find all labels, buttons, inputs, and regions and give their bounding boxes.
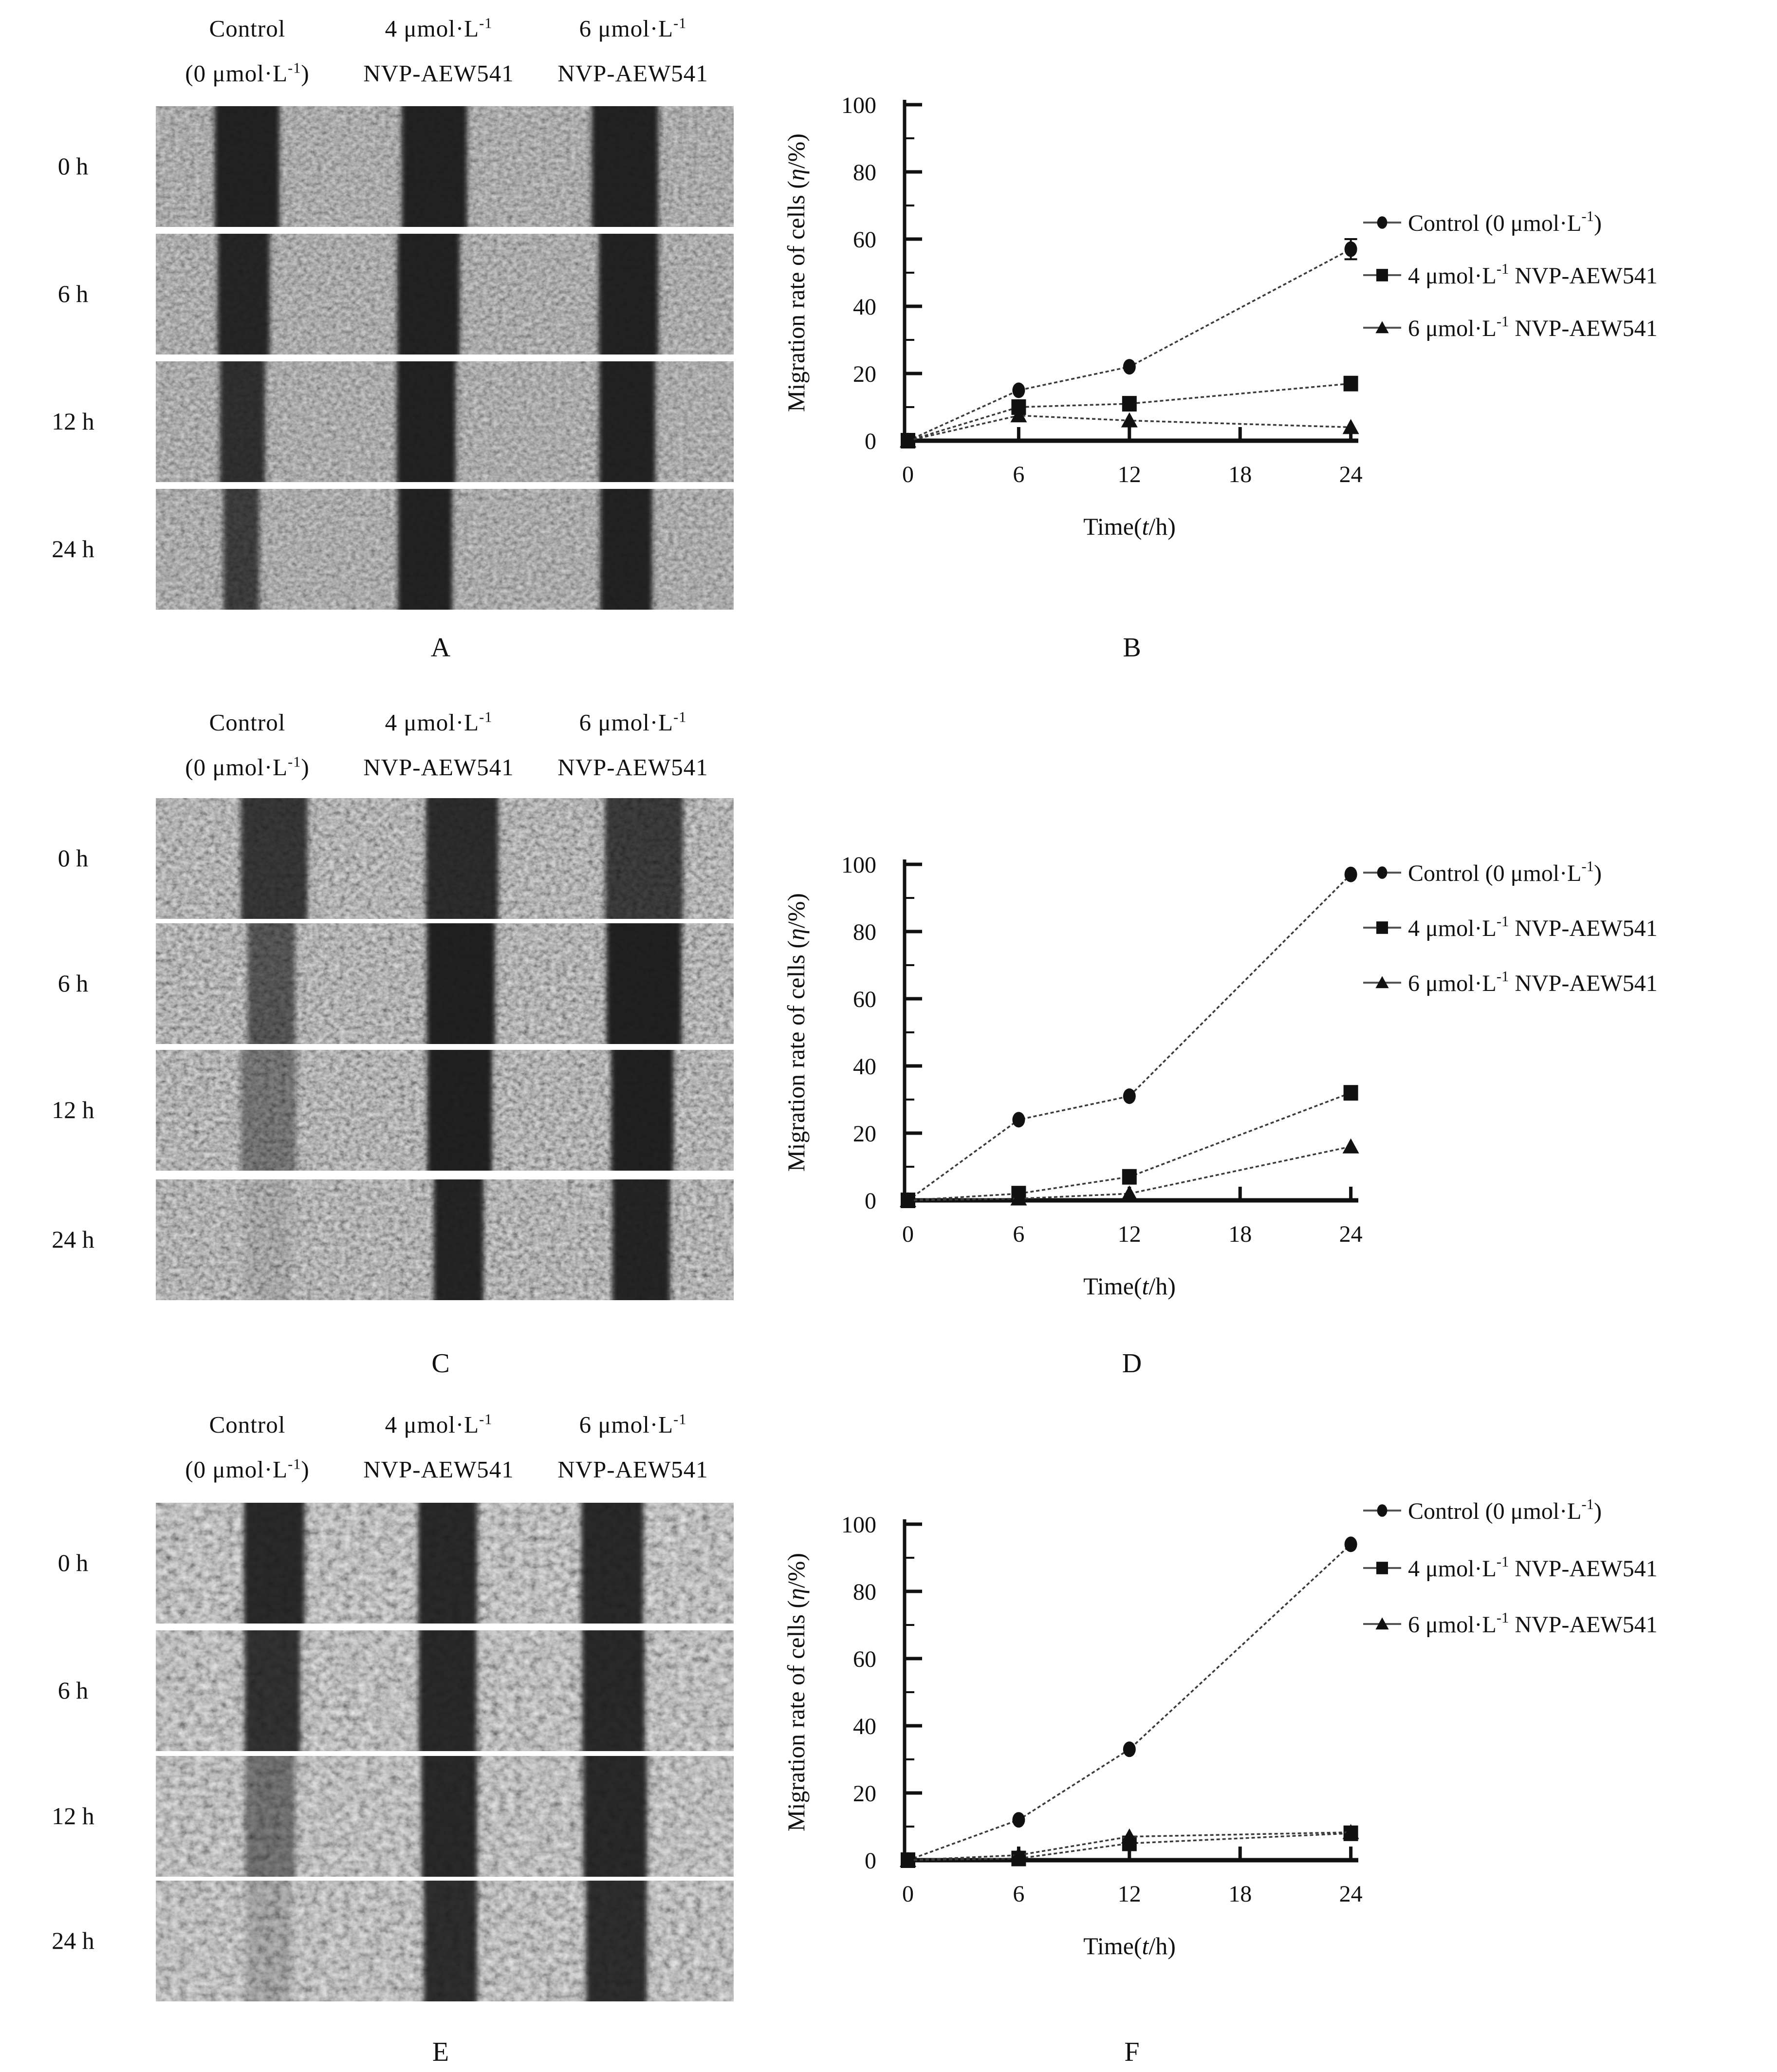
col-header-control-line2: (0 μmol·L-1) — [185, 59, 310, 87]
svg-text:40: 40 — [853, 294, 876, 320]
col-header-control-line1: Control — [209, 1411, 286, 1438]
svg-text:Migration rate of cells (η/%): Migration rate of cells (η/%) — [782, 1553, 810, 1831]
panel-letter-a: A — [430, 633, 451, 663]
col-header-6umol-line1: 6 μmol·L-1 — [579, 15, 687, 42]
row-label-12h: 12 h — [52, 1802, 94, 1829]
scratch-assay-image — [156, 923, 734, 1044]
scratch-assay-image — [156, 1050, 734, 1171]
scratch-assay-image — [156, 361, 734, 482]
row-label-6h: 6 h — [57, 1677, 89, 1704]
scratch-assay-image — [156, 106, 734, 227]
col-header-control-line1: Control — [209, 709, 286, 736]
panel-letter-f: F — [1124, 2037, 1140, 2067]
panel-letter-b: B — [1123, 633, 1141, 663]
scratch-assay-image — [156, 1881, 734, 2001]
row-label-6h: 6 h — [57, 280, 89, 307]
svg-text:80: 80 — [853, 160, 876, 186]
svg-text:100: 100 — [841, 1512, 876, 1538]
row-label-0h: 0 h — [57, 152, 89, 180]
col-header-4umol-line1: 4 μmol·L-1 — [385, 1411, 493, 1438]
scratch-assay-image — [156, 1503, 734, 1624]
svg-text:4 μmol·L-1 NVP-AEW541: 4 μmol·L-1 NVP-AEW541 — [1408, 1553, 1658, 1582]
svg-text:20: 20 — [853, 1121, 876, 1147]
col-header-6umol-line2: NVP-AEW541 — [557, 1456, 708, 1483]
svg-text:12: 12 — [1118, 462, 1141, 487]
panel-letter-e: E — [432, 2037, 449, 2067]
svg-text:100: 100 — [841, 852, 876, 878]
svg-text:Control (0 μmol·L-1): Control (0 μmol·L-1) — [1408, 208, 1602, 236]
svg-text:0: 0 — [865, 1188, 876, 1214]
col-header-4umol-line1: 4 μmol·L-1 — [385, 15, 493, 42]
svg-text:18: 18 — [1228, 462, 1252, 487]
svg-text:0: 0 — [865, 1848, 876, 1874]
col-header-4umol-line2: NVP-AEW541 — [363, 60, 514, 87]
svg-text:100: 100 — [841, 93, 876, 118]
svg-text:6: 6 — [1013, 462, 1024, 487]
panel-letter-d: D — [1122, 1348, 1142, 1379]
scratch-assay-image — [156, 234, 734, 355]
row-label-6h: 6 h — [57, 970, 89, 997]
row-label-0h: 0 h — [57, 1549, 89, 1576]
row-label-24h: 24 h — [52, 535, 94, 562]
col-header-6umol-line2: NVP-AEW541 — [557, 60, 708, 87]
row-label-12h: 12 h — [52, 408, 94, 435]
svg-text:0: 0 — [902, 1881, 914, 1907]
scratch-assay-image — [156, 1179, 734, 1300]
svg-text:Time(t/h): Time(t/h) — [1083, 1932, 1176, 1960]
row-label-24h: 24 h — [52, 1927, 94, 1954]
panel-letter-c: C — [431, 1348, 450, 1379]
col-header-control-line1: Control — [209, 15, 286, 42]
col-header-control-line2: (0 μmol·L-1) — [185, 1456, 310, 1483]
svg-text:6 μmol·L-1 NVP-AEW541: 6 μmol·L-1 NVP-AEW541 — [1408, 313, 1658, 341]
svg-text:6: 6 — [1013, 1881, 1024, 1907]
col-header-control-line2: (0 μmol·L-1) — [185, 753, 310, 781]
svg-text:80: 80 — [853, 919, 876, 945]
scratch-assay-image — [156, 798, 734, 919]
svg-text:6 μmol·L-1 NVP-AEW541: 6 μmol·L-1 NVP-AEW541 — [1408, 968, 1658, 996]
svg-text:Control (0 μmol·L-1): Control (0 μmol·L-1) — [1408, 858, 1602, 886]
scratch-assay-image — [156, 1630, 734, 1751]
svg-text:60: 60 — [853, 1646, 876, 1672]
svg-text:20: 20 — [853, 1781, 876, 1807]
svg-text:4 μmol·L-1 NVP-AEW541: 4 μmol·L-1 NVP-AEW541 — [1408, 261, 1658, 289]
col-header-6umol-line1: 6 μmol·L-1 — [579, 1411, 687, 1438]
svg-text:0: 0 — [902, 462, 914, 487]
col-header-6umol-line2: NVP-AEW541 — [557, 754, 708, 781]
svg-text:24: 24 — [1339, 1881, 1363, 1907]
svg-text:Control (0 μmol·L-1): Control (0 μmol·L-1) — [1408, 1496, 1602, 1524]
col-header-4umol-line2: NVP-AEW541 — [363, 754, 514, 781]
svg-text:24: 24 — [1339, 1221, 1363, 1247]
svg-text:40: 40 — [853, 1714, 876, 1739]
svg-text:12: 12 — [1118, 1881, 1141, 1907]
svg-text:24: 24 — [1339, 462, 1363, 487]
col-header-4umol-line2: NVP-AEW541 — [363, 1456, 514, 1483]
svg-text:20: 20 — [853, 361, 876, 387]
svg-text:Migration rate of cells (η/%): Migration rate of cells (η/%) — [782, 133, 810, 412]
row-label-12h: 12 h — [52, 1096, 94, 1123]
col-header-4umol-line1: 4 μmol·L-1 — [385, 709, 493, 736]
svg-text:Migration rate of cells (η/%): Migration rate of cells (η/%) — [782, 893, 810, 1172]
svg-text:12: 12 — [1118, 1221, 1141, 1247]
row-label-24h: 24 h — [52, 1226, 94, 1253]
row-label-0h: 0 h — [57, 844, 89, 872]
svg-text:18: 18 — [1228, 1881, 1252, 1907]
svg-text:60: 60 — [853, 987, 876, 1012]
svg-text:6 μmol·L-1 NVP-AEW541: 6 μmol·L-1 NVP-AEW541 — [1408, 1609, 1658, 1638]
svg-text:40: 40 — [853, 1054, 876, 1080]
scratch-assay-image — [156, 489, 734, 610]
svg-text:Time(t/h): Time(t/h) — [1083, 513, 1176, 540]
svg-text:Time(t/h): Time(t/h) — [1083, 1272, 1176, 1300]
svg-text:60: 60 — [853, 227, 876, 253]
svg-text:18: 18 — [1228, 1221, 1252, 1247]
svg-text:0: 0 — [902, 1221, 914, 1247]
svg-text:6: 6 — [1013, 1221, 1024, 1247]
svg-text:4 μmol·L-1 NVP-AEW541: 4 μmol·L-1 NVP-AEW541 — [1408, 913, 1658, 941]
scratch-assay-image — [156, 1756, 734, 1877]
svg-text:80: 80 — [853, 1579, 876, 1605]
col-header-6umol-line1: 6 μmol·L-1 — [579, 709, 687, 736]
svg-text:0: 0 — [865, 429, 876, 454]
